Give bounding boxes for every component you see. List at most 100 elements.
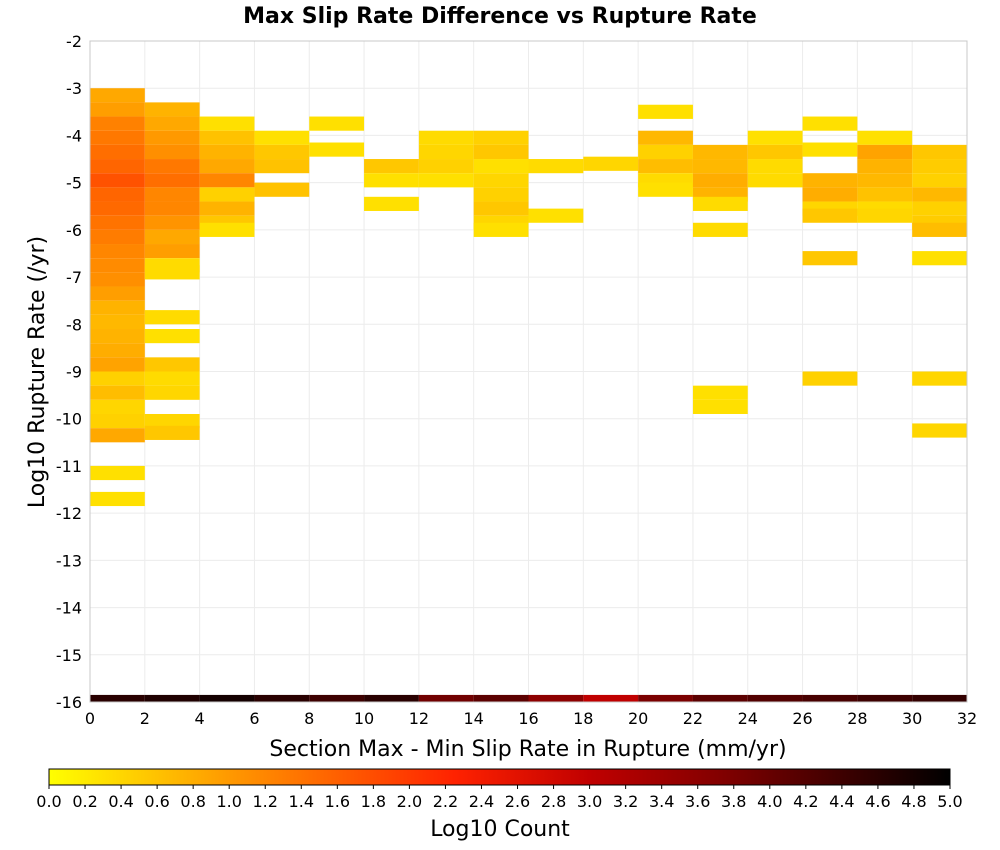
x-tick-label: 22: [683, 709, 703, 728]
colorbar-tick-label: 0.8: [180, 792, 205, 811]
heatmap-cell: [912, 173, 967, 188]
heatmap-cell: [144, 173, 200, 188]
x-tick-label: 26: [792, 709, 812, 728]
heatmap-cell: [418, 159, 474, 174]
heatmap-cell: [144, 201, 200, 216]
heatmap-cell: [199, 222, 255, 237]
heatmap-cell: [638, 182, 693, 197]
heatmap-cell: [528, 208, 584, 223]
heatmap-cell: [802, 116, 858, 131]
heatmap-cell: [418, 173, 474, 188]
heatmap-cell: [364, 173, 419, 188]
heatmap-cell: [90, 272, 145, 287]
heatmap-cell: [199, 159, 255, 174]
y-tick-label: -3: [66, 79, 82, 98]
heatmap-cell: [802, 208, 858, 223]
heatmap-cell: [692, 222, 748, 237]
bottom-row-cell: [912, 694, 967, 702]
heatmap-cell: [199, 116, 255, 131]
x-tick-label: 8: [304, 709, 314, 728]
heatmap-cell: [90, 343, 145, 358]
bottom-row-cell: [528, 694, 584, 702]
y-tick-labels: -2 -3 -4 -5 -6 -7 -8 -9 -10 -11 -12 -13 -14 -15 -16: [56, 32, 82, 712]
chart-title: Max Slip Rate Difference vs Rupture Rate: [243, 4, 757, 29]
bottom-row-cell: [583, 694, 639, 702]
x-tick-label: 10: [354, 709, 374, 728]
bottom-row-cell: [418, 694, 474, 702]
colorbar-tick-label: 4.8: [901, 792, 926, 811]
y-tick-label: -16: [56, 693, 82, 712]
colorbar-tick-label: 1.4: [289, 792, 314, 811]
x-tick-label: 18: [573, 709, 593, 728]
heatmap-cell: [90, 187, 145, 202]
heatmap-cell: [473, 144, 529, 160]
heatmap-cell: [857, 130, 913, 145]
heatmap-cell: [857, 208, 913, 223]
heatmap-cell: [364, 159, 419, 174]
y-tick-label: -2: [66, 32, 82, 51]
heatmap-cell: [144, 229, 200, 245]
heatmap-cell: [912, 423, 967, 438]
y-tick-label: -15: [56, 646, 82, 665]
heatmap-cell: [802, 371, 858, 386]
heatmap-cell: [90, 385, 145, 400]
heatmap-cell: [857, 144, 913, 160]
colorbar-tick-label: 2.0: [397, 792, 422, 811]
heatmap-cell: [802, 251, 858, 266]
colorbar-tick-label: 4.0: [757, 792, 782, 811]
heatmap-cell: [199, 130, 255, 145]
heatmap-cell: [802, 173, 858, 188]
heatmap-cell: [857, 173, 913, 188]
y-tick-label: -12: [56, 504, 82, 523]
x-axis-label: Section Max - Min Slip Rate in Rupture (…: [269, 737, 786, 762]
y-tick-label: -10: [56, 410, 82, 429]
heatmap-cell: [90, 371, 145, 386]
bottom-row-cell: [857, 694, 913, 702]
heatmap-cell: [90, 244, 145, 259]
heatmap-cell: [144, 329, 200, 344]
heatmap-cell: [144, 130, 200, 145]
heatmap-cell: [90, 102, 145, 117]
heatmap-cell: [309, 142, 365, 157]
x-tick-label: 16: [518, 709, 538, 728]
plot-frame: [89, 40, 968, 703]
heatmap-cell: [144, 116, 200, 131]
heatmap-cell: [144, 159, 200, 174]
heatmap-cell: [90, 428, 145, 443]
x-tick-label: 4: [195, 709, 205, 728]
heatmap-cell: [912, 371, 967, 386]
heatmap-cell: [90, 329, 145, 344]
heatmap-cell: [692, 196, 748, 211]
bottom-row-cell: [364, 694, 419, 702]
colorbar-tick-label: 2.6: [505, 792, 530, 811]
bottom-row-cell: [144, 694, 200, 702]
heatmap-cell: [473, 222, 529, 237]
heatmap-cell: [90, 300, 145, 315]
heatmap-cell: [857, 187, 913, 202]
heatmap-cell: [199, 173, 255, 188]
heatmap-cell: [418, 130, 474, 145]
heatmap-cell: [692, 399, 748, 414]
heatmap-cell: [144, 413, 200, 429]
colorbar: [48, 768, 951, 786]
colorbar-tick-label: 0.0: [36, 792, 61, 811]
colorbar-tick-label: 1.0: [216, 792, 241, 811]
heatmap-cell: [144, 425, 200, 440]
bottom-row-cell: [473, 694, 529, 702]
heatmap-cell: [144, 144, 200, 160]
heatmap-cell: [144, 102, 200, 117]
heatmap-cell: [473, 187, 529, 202]
heatmap-cell: [90, 465, 145, 481]
heatmap-cell: [692, 159, 748, 174]
heatmap-cell: [90, 159, 145, 174]
colorbar-tick-label: 1.2: [253, 792, 278, 811]
heatmap-cell: [144, 265, 200, 280]
heatmap-cell: [90, 258, 145, 273]
y-tick-label: -13: [56, 551, 82, 570]
heatmap-cell: [199, 201, 255, 216]
x-tick-label: 14: [464, 709, 484, 728]
heatmap-cell: [90, 130, 145, 145]
x-tick-label: 20: [628, 709, 648, 728]
bottom-row-cell: [309, 694, 365, 702]
